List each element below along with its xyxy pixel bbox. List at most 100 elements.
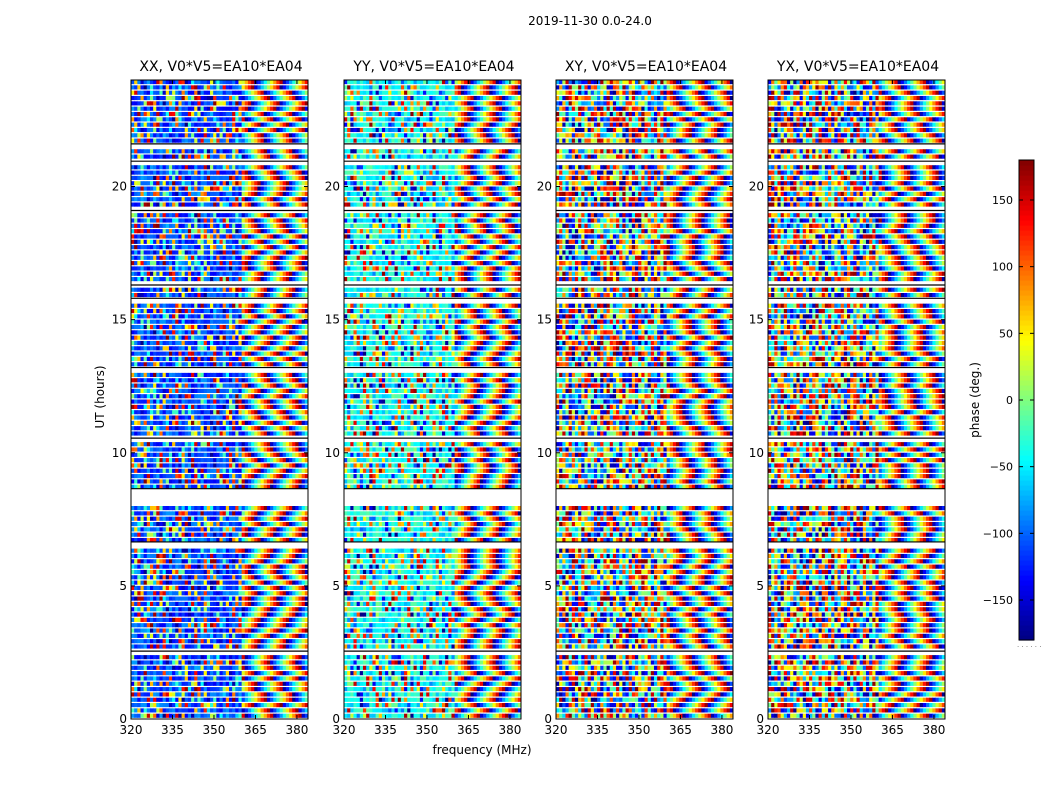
phase-cell — [280, 266, 284, 270]
phase-cell — [292, 192, 296, 196]
phase-cell — [261, 362, 265, 366]
phase-cell — [232, 117, 236, 121]
phase-cell — [245, 559, 249, 563]
phase-cell — [223, 171, 227, 175]
phase-cell — [280, 336, 284, 340]
phase-cell — [292, 304, 296, 308]
phase-cell — [267, 96, 271, 100]
phase-cell — [159, 421, 163, 425]
phase-cell — [178, 400, 182, 404]
phase-cell — [229, 245, 233, 249]
phase-cell — [223, 431, 227, 435]
phase-cell — [261, 325, 265, 329]
phase-cell — [204, 373, 208, 377]
phase-cell — [254, 549, 258, 553]
phase-cell — [185, 288, 189, 292]
phase-cell — [245, 240, 249, 244]
phase-cell — [299, 570, 303, 574]
phase-cell — [166, 586, 170, 590]
phase-cell — [140, 304, 144, 308]
phase-cell — [232, 320, 236, 324]
phase-cell — [235, 261, 239, 265]
phase-cell — [220, 261, 224, 265]
phase-cell — [283, 581, 287, 585]
phase-cell — [295, 602, 299, 606]
phase-cell — [175, 447, 179, 451]
phase-cell — [235, 314, 239, 318]
phase-cell — [150, 549, 154, 553]
phase-cell — [150, 139, 154, 143]
phase-cell — [175, 431, 179, 435]
phase-cell — [175, 336, 179, 340]
phase-cell — [251, 309, 255, 313]
phase-cell — [302, 272, 306, 276]
phase-cell — [140, 373, 144, 377]
phase-cell — [194, 346, 198, 350]
phase-cell — [166, 91, 170, 95]
phase-cell — [204, 304, 208, 308]
phase-cell — [166, 218, 170, 222]
phase-cell — [188, 165, 192, 169]
phase-cell — [191, 187, 195, 191]
phase-cell — [175, 256, 179, 260]
phase-cell — [223, 213, 227, 217]
phase-cell — [134, 549, 138, 553]
phase-cell — [295, 266, 299, 270]
phase-cell — [248, 527, 252, 531]
phase-cell — [169, 277, 173, 281]
phase-cell — [159, 400, 163, 404]
phase-cell — [156, 597, 160, 601]
phase-cell — [276, 469, 280, 473]
phase-cell — [197, 117, 201, 121]
phase-cell — [235, 107, 239, 111]
phase-cell — [283, 479, 287, 483]
phase-cell — [207, 565, 211, 569]
phase-cell — [201, 421, 205, 425]
phase-cell — [210, 362, 214, 366]
phase-cell — [264, 261, 268, 265]
phase-cell — [201, 346, 205, 350]
phase-cell — [191, 213, 195, 217]
phase-cell — [302, 229, 306, 233]
phase-cell — [191, 554, 195, 558]
phase-cell — [191, 586, 195, 590]
phase-cell — [210, 272, 214, 276]
phase-cell — [201, 277, 205, 281]
phase-cell — [299, 320, 303, 324]
phase-cell — [251, 192, 255, 196]
phase-cell — [302, 410, 306, 414]
phase-cell — [226, 202, 230, 206]
phase-cell — [169, 549, 173, 553]
phase-cell — [289, 410, 293, 414]
phase-cell — [137, 357, 141, 361]
phase-cell — [223, 165, 227, 169]
phase-cell — [229, 112, 233, 116]
phase-cell — [172, 304, 176, 308]
phase-cell — [188, 80, 192, 84]
phase-cell — [185, 202, 189, 206]
phase-cell — [286, 80, 290, 84]
phase-cell — [144, 447, 148, 451]
phase-cell — [163, 320, 167, 324]
phase-cell — [150, 362, 154, 366]
phase-cell — [197, 149, 201, 153]
phase-cell — [226, 431, 230, 435]
phase-cell — [182, 352, 186, 356]
phase-cell — [140, 469, 144, 473]
phase-cell — [213, 458, 217, 462]
phase-cell — [156, 80, 160, 84]
phase-cell — [207, 415, 211, 419]
phase-cell — [201, 522, 205, 526]
phase-cell — [163, 91, 167, 95]
phase-cell — [220, 80, 224, 84]
phase-cell — [137, 522, 141, 526]
phase-cell — [286, 447, 290, 451]
phase-cell — [229, 192, 233, 196]
phase-cell — [299, 330, 303, 334]
phase-cell — [273, 400, 277, 404]
phase-cell — [238, 511, 242, 515]
phase-cell — [229, 256, 233, 260]
phase-cell — [144, 362, 148, 366]
phase-cell — [137, 85, 141, 89]
phase-cell — [191, 341, 195, 345]
